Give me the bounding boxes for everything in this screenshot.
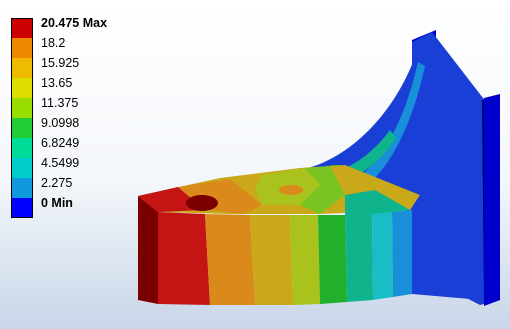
legend-swatch-2 <box>11 38 33 58</box>
legend-label-min: 0 Min <box>41 196 73 210</box>
legend-label-5: 11.375 <box>41 96 79 110</box>
legend-swatch-6 <box>11 118 33 138</box>
legend-label-max: 20.475 Max <box>41 16 108 30</box>
legend-swatch-3 <box>11 58 33 78</box>
beam-top-cyan <box>345 190 410 215</box>
legend-swatch-4 <box>11 78 33 98</box>
legend-swatch-8 <box>11 158 33 178</box>
legend-label-6: 9.0998 <box>41 116 80 130</box>
legend-label-9: 2.275 <box>41 176 73 190</box>
legend-swatch-5 <box>11 98 33 118</box>
front-band-3 <box>205 214 255 305</box>
legend-swatch-9 <box>11 178 33 198</box>
legend-label-2: 18.2 <box>41 36 66 50</box>
beam-top-orange <box>178 179 262 214</box>
front-band-2 <box>158 212 210 305</box>
legend-label-8: 4.5499 <box>41 156 80 170</box>
front-band-5 <box>290 215 320 305</box>
legend-label-3: 15.925 <box>41 56 80 70</box>
legend-swatch-10 <box>11 198 33 218</box>
bolt-hole-large <box>186 195 218 211</box>
legend-swatch-1 <box>11 18 33 38</box>
front-band-7 <box>345 214 373 302</box>
front-band-8 <box>372 212 393 300</box>
front-band-9 <box>392 210 412 297</box>
color-legend: 20.475 Max 18.2 15.925 13.65 11.375 9.09… <box>11 16 171 223</box>
back-plate-rib <box>484 94 500 306</box>
legend-label-4: 13.65 <box>41 76 73 90</box>
front-band-1 <box>138 196 158 304</box>
legend-label-7: 6.8249 <box>41 136 80 150</box>
legend-swatch-7 <box>11 138 33 158</box>
bolt-hole-small <box>279 185 303 195</box>
front-band-6 <box>318 215 347 304</box>
front-band-4 <box>250 215 293 305</box>
front-band-10 <box>412 200 482 300</box>
beam-top-green <box>300 166 345 214</box>
